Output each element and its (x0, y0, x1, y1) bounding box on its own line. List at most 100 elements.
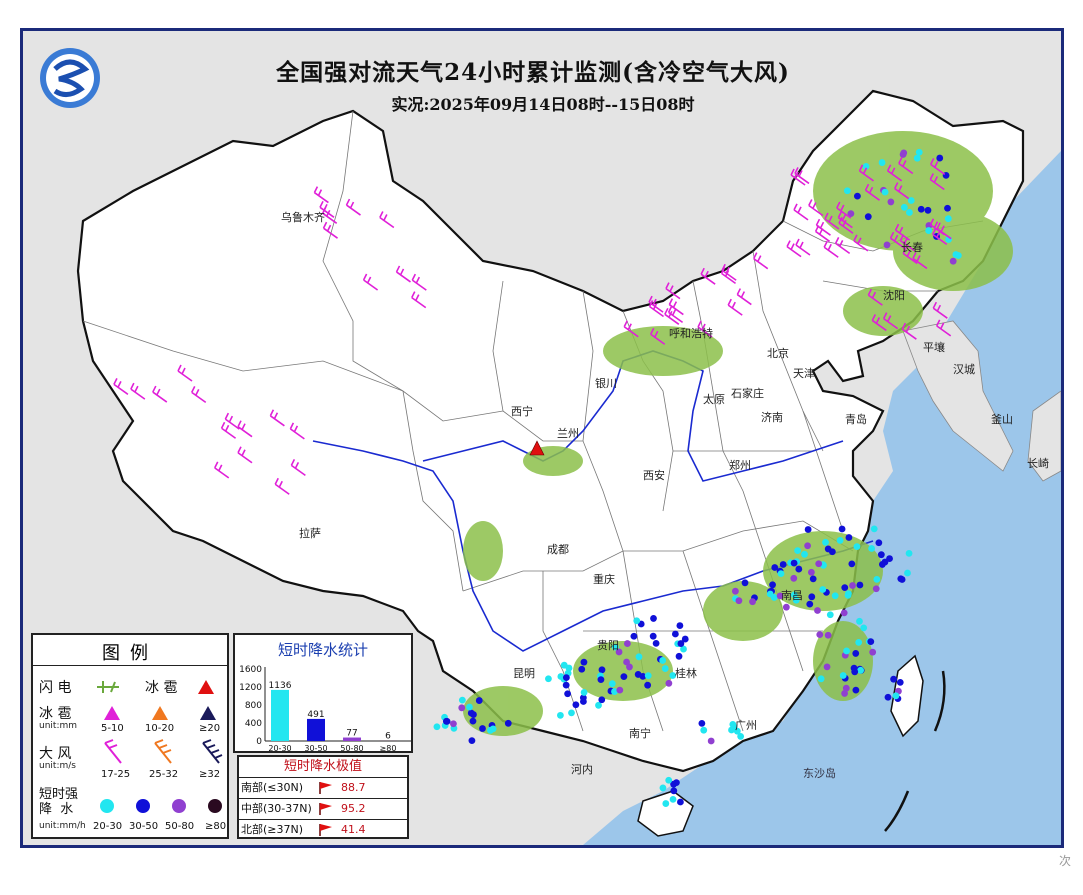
rain-dot (856, 617, 863, 625)
legend-lightning-label: 闪 电 (39, 680, 72, 696)
rain-dot (616, 686, 624, 694)
wind-barb (667, 305, 684, 323)
wind-barb (864, 183, 880, 201)
wind-barb (824, 212, 840, 230)
rain-dot (890, 675, 898, 683)
wind-barb (836, 201, 852, 219)
rain-dot (615, 648, 623, 656)
rain-dot (572, 701, 580, 709)
wind-barb (668, 298, 684, 316)
extreme-row: 南部(≤30N) 88.7 (239, 778, 407, 799)
map-title: 全国强对流天气24小时累计监测(含冷空气大风) (276, 59, 790, 86)
rain-dot (504, 719, 512, 727)
wind-barb (319, 200, 335, 218)
rain-dot (954, 252, 962, 259)
city-label: 青岛 (845, 413, 867, 426)
city-label: 西宁 (511, 405, 533, 418)
rain-dot (824, 545, 832, 553)
wind-barb (290, 459, 306, 477)
rain-areas (463, 131, 1013, 736)
rain-dot (844, 591, 852, 599)
city-label: 长崎 (1027, 457, 1049, 470)
rain-dot (831, 592, 839, 600)
rain-dot (676, 622, 684, 629)
rain-dot (804, 542, 811, 550)
rain-dot (707, 737, 715, 745)
rain-dot (611, 688, 618, 695)
hail-value: 10-20 (145, 723, 175, 734)
cma-logo-icon (40, 48, 100, 108)
wind-barb (345, 198, 361, 216)
wind-25-32-icon (154, 739, 172, 764)
wind-barb (177, 364, 193, 382)
rain-dot (782, 603, 790, 611)
legend-rain-label: 短时强 降 水 (39, 787, 79, 817)
city-label: 平壤 (923, 341, 945, 354)
stats-bar-label: 6 (385, 732, 391, 742)
rain-dot (580, 698, 587, 705)
stats-y-tick: 1200 (239, 683, 262, 693)
hail-unit: unit:mm (39, 721, 78, 731)
stats-bar-label: 77 (346, 729, 357, 739)
rain-dot (848, 560, 856, 568)
rain-value: 50-80 (165, 821, 195, 832)
flag-icon (319, 824, 332, 836)
rain-dot (857, 666, 865, 674)
stats-category: 50-80 (340, 744, 363, 753)
rain-dot (578, 665, 586, 673)
wind-barb (929, 158, 946, 176)
wind-barb (901, 322, 917, 340)
rain-dot (649, 632, 657, 640)
wind-barb (808, 199, 824, 217)
city-label: 桂林 (675, 667, 697, 680)
rain-dot (867, 638, 875, 646)
rain-dot (862, 163, 870, 170)
hail-marker (529, 440, 545, 456)
rain-dot (814, 607, 821, 614)
extreme-title: 短时降水极值 (239, 757, 407, 778)
rain-dot (633, 617, 641, 625)
wind-barb (411, 291, 427, 309)
wind-barb (665, 282, 681, 300)
legend-hail-label: 冰 雹 (39, 706, 72, 722)
rain-dots (433, 148, 962, 807)
extreme-region: 北部(≥37N) (241, 823, 304, 836)
city-label: 釜山 (991, 413, 1013, 426)
wind-barb (697, 320, 713, 338)
rain-dot (565, 664, 573, 672)
lightning-icon (97, 681, 119, 693)
rain-dot (681, 635, 689, 643)
rain-dot (468, 737, 476, 744)
rain-dot (680, 645, 687, 653)
rain-dot (795, 565, 803, 573)
extreme-value: 88.7 (341, 781, 366, 794)
hail-5-10-icon (104, 706, 120, 720)
rain-dot (737, 733, 745, 740)
wind-barb (313, 186, 329, 204)
legend-wind-label: 大 风 (39, 746, 72, 762)
rain-dot (665, 679, 673, 687)
wind-barb (395, 265, 411, 283)
rain-dot (650, 615, 657, 622)
city-label: 汉城 (953, 363, 975, 376)
city-label: 济南 (761, 411, 783, 424)
rain-dot (875, 539, 883, 547)
flag-icon (319, 803, 332, 815)
rain-dot (806, 600, 814, 608)
rain-dot (944, 204, 951, 212)
map-subtitle: 实况:2025年09月14日08时--15日08时 (391, 95, 695, 114)
wind-barb (929, 173, 945, 191)
wind-barb (886, 164, 903, 182)
wind-barb (838, 216, 854, 234)
rain-dot (841, 584, 849, 592)
wind-barb (898, 157, 914, 175)
rain-dot (469, 717, 477, 725)
rain-dot (881, 558, 889, 566)
rain-dot (662, 800, 670, 807)
wind-barb (113, 377, 129, 396)
rain-dot (915, 148, 923, 156)
rain-dot (652, 640, 660, 647)
rain-dot (864, 213, 872, 221)
rain-dot (817, 675, 825, 683)
wind-barb (793, 203, 809, 221)
